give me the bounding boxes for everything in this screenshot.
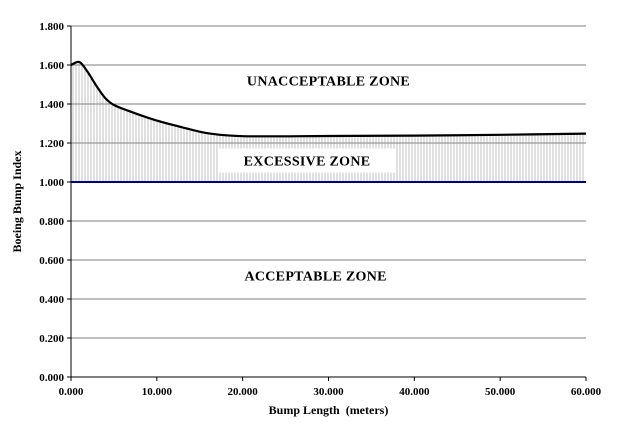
- y-tick-label: 0.800: [39, 216, 64, 228]
- y-tick-label: 0.600: [39, 255, 64, 267]
- x-tick-label: 50.000: [485, 386, 516, 398]
- zone-labels: UNACCEPTABLE ZONE EXCESSIVE ZONE ACCEPTABL…: [244, 75, 410, 285]
- y-tick-label: 0.400: [39, 294, 64, 306]
- y-tick-label: 1.000: [39, 177, 64, 189]
- y-tick-label: 1.400: [39, 99, 64, 111]
- x-tick-label: 40.000: [399, 386, 430, 398]
- y-axis-title: Boeing Bump Index: [10, 150, 24, 252]
- zone-label: ACCEPTABLE ZONE: [244, 270, 386, 285]
- excessive-zone-label-background: [219, 148, 396, 173]
- y-tick-labels: 0.000 0.200 0.400 0.600 0.800 1.000 1.200 1.400…: [39, 21, 64, 384]
- x-axis-title: Bump Length (meters): [269, 403, 389, 417]
- x-tick-labels: 0.000 10.000 20.000 30.000 40.000 50.000 60.00…: [59, 386, 602, 398]
- y-tick-label: 1.200: [39, 138, 64, 150]
- zone-label: EXCESSIVE ZONE: [244, 155, 371, 170]
- zone-label: UNACCEPTABLE ZONE: [247, 75, 410, 90]
- x-tick-label: 30.000: [313, 386, 344, 398]
- y-tick-label: 0.000: [39, 372, 64, 384]
- excessive-zone-hatch: [72, 62, 584, 182]
- x-tick-label: 10.000: [142, 386, 173, 398]
- axes: [67, 25, 587, 381]
- y-tick-label: 0.200: [39, 333, 64, 345]
- x-tick-label: 20.000: [228, 386, 259, 398]
- x-tick-label: 0.000: [59, 386, 84, 398]
- x-tick-label: 60.000: [571, 386, 602, 398]
- y-tick-label: 1.600: [39, 60, 64, 72]
- series-layer: [70, 60, 587, 138]
- series-line: [70, 60, 587, 138]
- y-tick-label: 1.800: [39, 21, 64, 33]
